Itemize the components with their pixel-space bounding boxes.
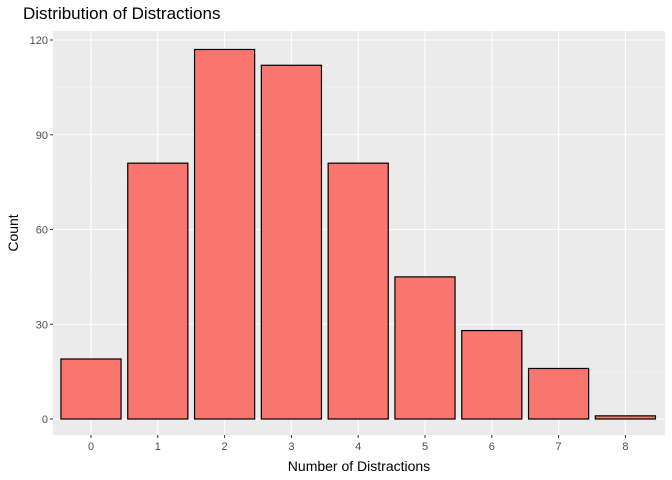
bar-1	[127, 162, 189, 420]
y-tick-label: 120	[30, 35, 48, 47]
bar-0	[60, 358, 122, 420]
x-tick-label: 3	[288, 441, 294, 453]
x-tick-label: 1	[155, 441, 161, 453]
bar-3	[260, 64, 323, 420]
x-tick-label: 8	[622, 441, 628, 453]
bar-5	[394, 276, 456, 420]
bar-4	[327, 162, 389, 420]
y-tick-label: 60	[36, 225, 48, 237]
x-tick-label: 4	[355, 441, 361, 453]
x-axis-title: Number of Distractions	[288, 458, 430, 474]
bar-7	[527, 367, 590, 420]
bar-2	[193, 48, 256, 420]
x-tick-label: 0	[88, 441, 94, 453]
y-axis: 0 30 60 90 120	[30, 35, 53, 426]
x-tick-label: 7	[556, 441, 562, 453]
x-tick-label: 6	[489, 441, 495, 453]
x-tick-label: 2	[222, 441, 228, 453]
y-axis-title: Count	[5, 214, 21, 251]
x-tick-label: 5	[422, 441, 428, 453]
bar-6	[461, 329, 523, 420]
bar-8	[594, 415, 657, 420]
y-tick-label: 0	[42, 414, 48, 426]
y-tick-label: 90	[36, 130, 48, 142]
chart-title: Distribution of Distractions	[23, 4, 221, 23]
y-tick-label: 30	[36, 319, 48, 331]
x-axis: 0 1 2 3 4 5 6 7 8	[88, 435, 628, 453]
bars	[60, 48, 657, 420]
